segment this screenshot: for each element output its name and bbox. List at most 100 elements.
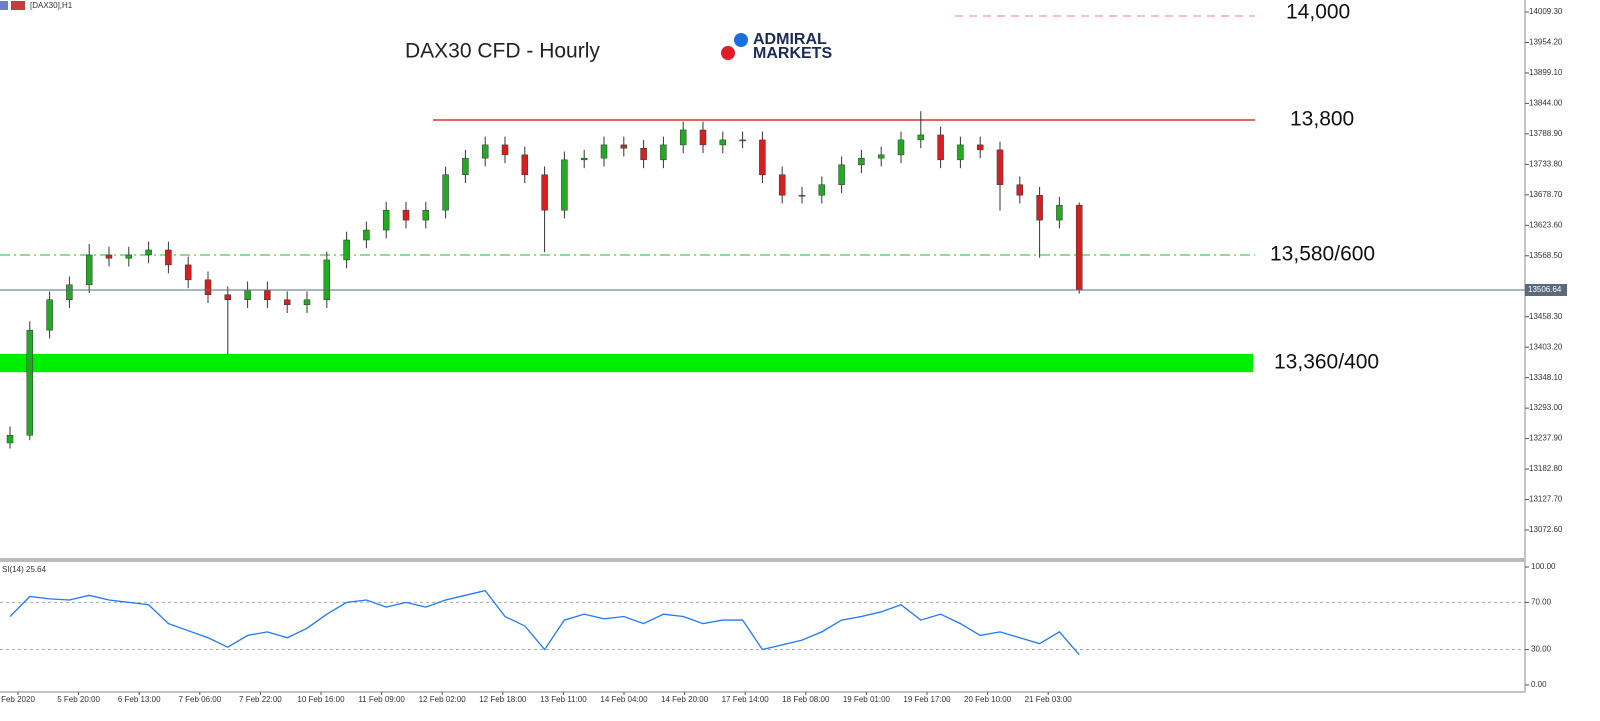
candle-body [422, 209, 430, 221]
last-price-label: 13506.64 [1528, 285, 1562, 294]
candle-body [105, 254, 113, 259]
y-tick-label: 13182.80 [1529, 464, 1563, 473]
y-tick-label: 13293.00 [1529, 403, 1563, 412]
level-label: 13,360/400 [1274, 351, 1379, 374]
chart-title: DAX30 CFD - Hourly [405, 40, 600, 63]
y-tick-label: 13348.10 [1529, 373, 1563, 382]
window-icon [11, 1, 25, 10]
candle-body [640, 147, 647, 161]
candle-body [660, 144, 667, 161]
candle-body [818, 184, 826, 196]
candle-body [85, 254, 93, 286]
candle-body [323, 259, 331, 300]
brand-dot [734, 33, 748, 47]
candle-body [264, 289, 271, 300]
last-price-box [1525, 283, 1567, 296]
y-tick-label: 13788.90 [1529, 129, 1563, 138]
rsi-tick-label: 30.00 [1531, 645, 1552, 654]
candle-body [66, 284, 73, 300]
rsi-tick-label: 100.00 [1531, 562, 1556, 571]
candle-body [838, 164, 845, 185]
y-tick-label: 13623.60 [1529, 220, 1563, 229]
x-tick-label: 18 Feb 08:00 [782, 695, 830, 704]
x-tick-label: 14 Feb 04:00 [600, 695, 648, 704]
candle-body [521, 154, 529, 176]
y-tick-label: 13568.50 [1529, 251, 1563, 260]
candle-body [224, 294, 232, 300]
rsi-line [9, 589, 1080, 656]
y-tick-label: 14009.30 [1529, 7, 1563, 16]
brand-dot [721, 46, 735, 60]
x-tick-label: 19 Feb 17:00 [903, 695, 951, 704]
candle-body [6, 434, 14, 444]
window-label: [DAX30],H1 [30, 1, 73, 10]
y-tick-label: 13899.10 [1529, 68, 1563, 77]
candle-body [917, 134, 925, 141]
candle-body [937, 134, 944, 161]
support-zone [0, 353, 1253, 373]
x-tick-label: Feb 2020 [1, 695, 35, 704]
brand-text: ADMIRAL [753, 31, 827, 48]
y-tick-label: 13458.30 [1529, 312, 1563, 321]
candle-body [620, 144, 628, 149]
y-tick-label: 13678.70 [1529, 190, 1563, 199]
candle-body [996, 149, 1004, 185]
pane-separator [0, 558, 1525, 562]
candle-body [877, 154, 885, 159]
candle-body [303, 299, 311, 305]
candle-body [1056, 204, 1063, 221]
candle-body [679, 129, 687, 146]
candle-body [46, 299, 53, 331]
candle-body [778, 174, 786, 196]
candle-body [26, 329, 34, 436]
rsi-tick-label: 70.00 [1531, 597, 1552, 606]
y-tick-label: 13072.60 [1529, 525, 1563, 534]
candle-body [402, 209, 410, 221]
rsi-tick-label: 0.00 [1531, 680, 1547, 689]
brand-text: MARKETS [753, 45, 832, 62]
candle-body [858, 157, 865, 166]
x-tick-label: 17 Feb 14:00 [722, 695, 770, 704]
candle-body [363, 229, 370, 241]
window-icon [0, 1, 8, 10]
candle-body [125, 254, 133, 259]
x-tick-label: 20 Feb 10:00 [964, 695, 1012, 704]
x-tick-label: 21 Feb 03:00 [1025, 695, 1073, 704]
candle-body [204, 279, 212, 296]
y-tick-label: 13733.80 [1529, 159, 1563, 168]
candle-body [1016, 184, 1024, 196]
candle-body [976, 144, 984, 151]
candle-body [600, 144, 608, 159]
candle-body [739, 139, 746, 142]
x-tick-label: 14 Feb 20:00 [661, 695, 709, 704]
candle-body [442, 174, 449, 211]
candle-body [541, 174, 548, 211]
candle-body [462, 157, 469, 176]
x-tick-label: 11 Feb 09:00 [358, 695, 405, 704]
candle-body [481, 144, 489, 159]
candle-body [561, 159, 568, 211]
level-label: 14,000 [1286, 1, 1350, 24]
x-tick-label: 12 Feb 18:00 [479, 695, 527, 704]
y-tick-label: 13127.70 [1529, 495, 1563, 504]
y-tick-label: 13954.20 [1529, 38, 1563, 47]
y-tick-label: 13403.20 [1529, 342, 1563, 351]
candle-body [580, 157, 588, 161]
x-tick-label: 19 Feb 01:00 [843, 695, 891, 704]
y-tick-label: 13237.90 [1529, 434, 1563, 443]
candle-body [699, 129, 707, 146]
candle-body [382, 209, 390, 231]
indicator-label: SI(14) 25.64 [2, 565, 47, 574]
x-tick-label: 6 Feb 13:00 [118, 695, 161, 704]
x-tick-label: 10 Feb 16:00 [297, 695, 345, 704]
level-label: 13,800 [1290, 108, 1354, 131]
candle-body [1036, 194, 1043, 221]
candle-body [719, 139, 727, 146]
candle-body [343, 239, 350, 261]
candle-body [798, 194, 806, 197]
x-tick-label: 12 Feb 02:00 [419, 695, 467, 704]
candle-body [165, 249, 172, 266]
x-tick-label: 5 Feb 20:00 [57, 695, 100, 704]
